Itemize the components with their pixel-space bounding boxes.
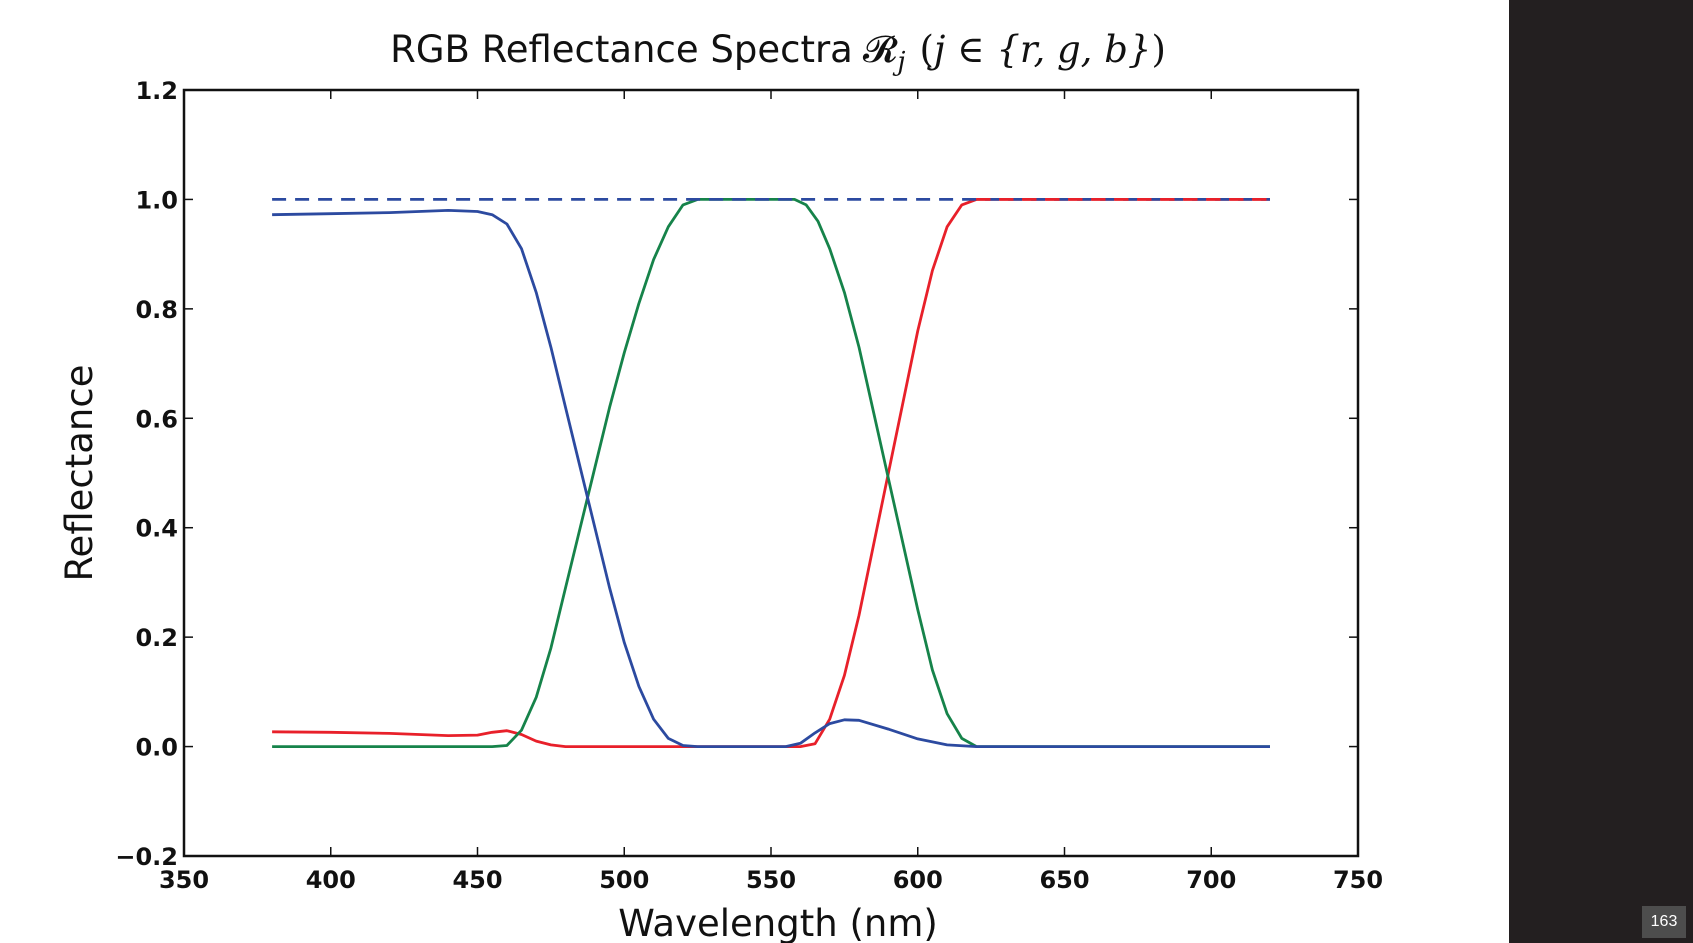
x-tick-label: 500: [599, 866, 649, 894]
x-tick-label: 600: [893, 866, 943, 894]
title-math-paren-open: (: [919, 28, 933, 71]
y-tick-label: 1.0: [135, 186, 178, 214]
blue-solid-line: [272, 208, 1270, 748]
x-tick-label: 400: [306, 866, 356, 894]
x-tick-label: 350: [159, 866, 209, 894]
x-tick-label: 550: [746, 866, 796, 894]
x-tick-label: 650: [1039, 866, 1089, 894]
tick-layer: 350 400 450 500 550 600 650 700 750 −0.2 0.0 0.2 0.4…: [115, 77, 1383, 894]
x-tick-label: 450: [452, 866, 502, 894]
y-tick-label: 0.6: [135, 405, 178, 433]
title-math-paren-close: ): [1151, 28, 1165, 71]
title-math-elem: ∈: [945, 28, 996, 71]
page-number: 163: [1642, 906, 1686, 938]
y-tick-label: −0.2: [115, 843, 178, 871]
dark-sidebar: [1509, 0, 1693, 943]
y-axis-title: Reflectance: [58, 365, 101, 582]
y-tick-label: 0.4: [135, 515, 178, 543]
x-tick-label: 700: [1186, 866, 1236, 894]
green-solid-line: [272, 197, 1270, 748]
title-math-symbol: 𝓡: [863, 28, 898, 71]
x-axis-title: Wavelength (nm): [618, 902, 938, 943]
y-tick-label: 0.8: [135, 296, 178, 324]
y-tick-label: 1.2: [135, 77, 178, 105]
plot-frame: [182, 88, 1360, 858]
x-tick-label: 750: [1333, 866, 1383, 894]
y-tick-label: 0.0: [135, 734, 178, 762]
slide: RGB Reflectance Spectra 𝓡j (j ∈ {r, g, b})…: [58, 28, 1384, 943]
y-tick-label: 0.2: [135, 624, 178, 652]
title-math-set: {r, g, b}: [996, 28, 1151, 71]
series-layer: [272, 197, 1270, 748]
reflectance-chart: RGB Reflectance Spectra 𝓡j (j ∈ {r, g, b})…: [58, 28, 1383, 943]
chart-title: RGB Reflectance Spectra 𝓡j (j ∈ {r, g, b}): [390, 28, 1166, 77]
red-solid-line: [272, 197, 1270, 748]
chart-title-text: RGB Reflectance Spectra: [390, 28, 853, 71]
